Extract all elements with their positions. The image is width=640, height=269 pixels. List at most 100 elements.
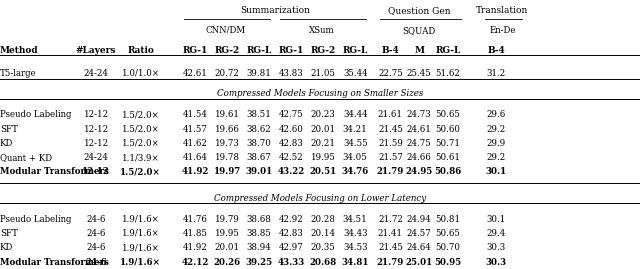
Text: 41.64: 41.64 <box>183 153 207 162</box>
Text: 34.55: 34.55 <box>343 139 367 148</box>
Text: 41.54: 41.54 <box>183 110 207 119</box>
Text: 41.62: 41.62 <box>183 139 207 148</box>
Text: 12-12: 12-12 <box>83 139 109 148</box>
Text: 43.33: 43.33 <box>278 257 305 267</box>
Text: 50.65: 50.65 <box>436 229 460 238</box>
Text: 19.66: 19.66 <box>215 125 239 134</box>
Text: 19.61: 19.61 <box>214 110 240 119</box>
Text: 34.21: 34.21 <box>343 125 367 134</box>
Text: 39.25: 39.25 <box>246 257 273 267</box>
Text: 50.61: 50.61 <box>435 153 461 162</box>
Text: 24.57: 24.57 <box>407 229 431 238</box>
Text: 20.14: 20.14 <box>310 229 336 238</box>
Text: 29.9: 29.9 <box>486 139 506 148</box>
Text: 21.61: 21.61 <box>378 110 403 119</box>
Text: Method: Method <box>0 46 38 55</box>
Text: 34.53: 34.53 <box>343 243 367 252</box>
Text: 21.45: 21.45 <box>378 125 403 134</box>
Text: Compressed Models Focusing on Lower Latency: Compressed Models Focusing on Lower Late… <box>214 194 426 203</box>
Text: 19.95: 19.95 <box>215 229 239 238</box>
Text: Quant + KD: Quant + KD <box>0 153 52 162</box>
Text: 50.86: 50.86 <box>435 168 461 176</box>
Text: Summarization: Summarization <box>240 6 310 15</box>
Text: 38.62: 38.62 <box>247 125 271 134</box>
Text: RG-2: RG-2 <box>310 46 336 55</box>
Text: 34.51: 34.51 <box>343 215 367 224</box>
Text: RG-L: RG-L <box>435 46 461 55</box>
Text: T5-large: T5-large <box>0 69 36 77</box>
Text: 1.5/2.0×: 1.5/2.0× <box>120 168 161 176</box>
Text: 30.1: 30.1 <box>486 215 506 224</box>
Text: 12-12: 12-12 <box>82 168 110 176</box>
Text: KD: KD <box>0 243 13 252</box>
Text: 12-12: 12-12 <box>83 110 109 119</box>
Text: 24-6: 24-6 <box>86 229 106 238</box>
Text: 38.51: 38.51 <box>247 110 271 119</box>
Text: 24.66: 24.66 <box>407 153 431 162</box>
Text: Compressed Models Focusing on Smaller Sizes: Compressed Models Focusing on Smaller Si… <box>217 89 423 98</box>
Text: 25.01: 25.01 <box>406 257 433 267</box>
Text: Modular Transformers: Modular Transformers <box>0 168 109 176</box>
Text: 29.6: 29.6 <box>486 110 506 119</box>
Text: 1.5/2.0×: 1.5/2.0× <box>122 110 160 119</box>
Text: #Layers: #Layers <box>76 46 116 55</box>
Text: 29.2: 29.2 <box>486 125 506 134</box>
Text: 34.44: 34.44 <box>343 110 367 119</box>
Text: 30.1: 30.1 <box>485 168 507 176</box>
Text: 42.92: 42.92 <box>279 215 303 224</box>
Text: B-4: B-4 <box>487 46 505 55</box>
Text: 42.61: 42.61 <box>183 69 207 77</box>
Text: SQUAD: SQUAD <box>403 26 436 35</box>
Text: 20.21: 20.21 <box>310 139 336 148</box>
Text: 42.52: 42.52 <box>279 153 303 162</box>
Text: XSum: XSum <box>308 26 335 35</box>
Text: 41.76: 41.76 <box>183 215 207 224</box>
Text: 19.73: 19.73 <box>215 139 239 148</box>
Text: 38.70: 38.70 <box>247 139 271 148</box>
Text: 1.9/1.6×: 1.9/1.6× <box>122 215 160 224</box>
Text: 21.41: 21.41 <box>378 229 403 238</box>
Text: RG-2: RG-2 <box>214 46 240 55</box>
Text: 21.57: 21.57 <box>378 153 403 162</box>
Text: 25.45: 25.45 <box>407 69 431 77</box>
Text: RG-L: RG-L <box>342 46 368 55</box>
Text: 1.9/1.6×: 1.9/1.6× <box>122 243 160 252</box>
Text: 29.4: 29.4 <box>486 229 506 238</box>
Text: 34.05: 34.05 <box>343 153 367 162</box>
Text: Translation: Translation <box>476 6 529 15</box>
Text: 34.76: 34.76 <box>342 168 369 176</box>
Text: 39.01: 39.01 <box>246 168 273 176</box>
Text: 21.79: 21.79 <box>377 257 404 267</box>
Text: 42.12: 42.12 <box>182 257 209 267</box>
Text: 43.22: 43.22 <box>278 168 305 176</box>
Text: 21.72: 21.72 <box>378 215 403 224</box>
Text: 34.81: 34.81 <box>342 257 369 267</box>
Text: RG-1: RG-1 <box>182 46 208 55</box>
Text: 20.28: 20.28 <box>310 215 336 224</box>
Text: 24-24: 24-24 <box>84 153 108 162</box>
Text: 42.83: 42.83 <box>279 139 303 148</box>
Text: M: M <box>414 46 424 55</box>
Text: 42.97: 42.97 <box>279 243 303 252</box>
Text: 50.71: 50.71 <box>435 139 461 148</box>
Text: 43.83: 43.83 <box>279 69 303 77</box>
Text: 1.5/2.0×: 1.5/2.0× <box>122 125 160 134</box>
Text: RG-1: RG-1 <box>278 46 304 55</box>
Text: 1.9/1.6×: 1.9/1.6× <box>120 257 161 267</box>
Text: 38.94: 38.94 <box>247 243 271 252</box>
Text: 38.68: 38.68 <box>247 215 271 224</box>
Text: 1.0/1.0×: 1.0/1.0× <box>122 69 160 77</box>
Text: Pseudo Labeling: Pseudo Labeling <box>0 110 72 119</box>
Text: 19.79: 19.79 <box>215 215 239 224</box>
Text: 12-12: 12-12 <box>83 125 109 134</box>
Text: SFT: SFT <box>0 229 18 238</box>
Text: 24.94: 24.94 <box>407 215 431 224</box>
Text: 41.92: 41.92 <box>183 243 207 252</box>
Text: KD: KD <box>0 139 13 148</box>
Text: Modular Transformers: Modular Transformers <box>0 257 109 267</box>
Text: 20.72: 20.72 <box>215 69 239 77</box>
Text: 38.85: 38.85 <box>247 229 271 238</box>
Text: 50.70: 50.70 <box>435 243 461 252</box>
Text: 1.9/1.6×: 1.9/1.6× <box>122 229 160 238</box>
Text: Question Gen: Question Gen <box>388 6 451 15</box>
